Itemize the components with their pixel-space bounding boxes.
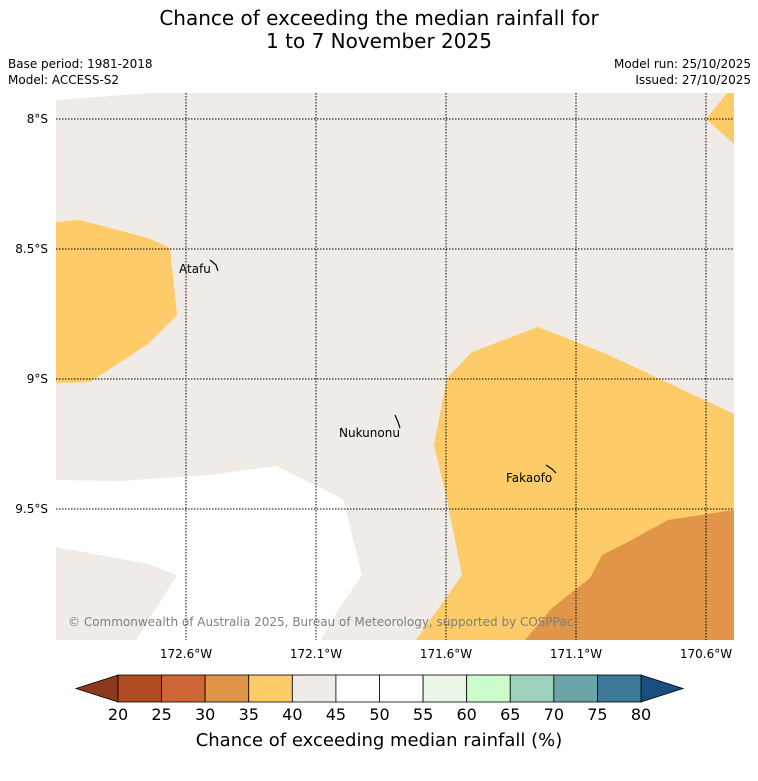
colorbar-segment	[553, 674, 598, 703]
colorbar-tick-label: 40	[282, 705, 303, 724]
band-45-55-region-top	[56, 93, 150, 100]
colorbar-under-arrow	[74, 674, 119, 703]
lon-tick-label: 170.6°W	[680, 647, 732, 661]
lon-tick-label: 172.1°W	[290, 647, 342, 661]
map-title-line2: 1 to 7 November 2025	[266, 29, 492, 53]
colorbar-segment	[117, 674, 162, 703]
lat-tick-label: 9°S	[27, 372, 48, 386]
map-panel	[56, 93, 734, 640]
colorbar-tick-label: 50	[369, 705, 390, 724]
atafu-atoll-shape	[209, 259, 219, 272]
copyright-notice: © Commonwealth of Australia 2025, Bureau…	[68, 615, 573, 629]
colorbar-tick-label: 45	[325, 705, 347, 724]
colorbar	[74, 674, 685, 703]
colorbar-segment	[509, 674, 555, 703]
lat-tick-label: 9.5°S	[15, 502, 48, 516]
colorbar-tick-label: 30	[194, 705, 216, 724]
colorbar-tick-label: 20	[107, 705, 129, 724]
model-run-text: Model run: 25/10/2025	[613, 57, 751, 71]
fakaofo-atoll-shape	[545, 464, 557, 474]
colorbar-segment	[466, 674, 511, 703]
lon-tick-label: 171.6°W	[420, 647, 472, 661]
colorbar-tick-label: 70	[543, 705, 564, 724]
colorbar-tick-label: 80	[630, 705, 652, 724]
colorbar-tick-label: 65	[500, 705, 521, 724]
colorbar-tick-label: 35	[238, 705, 259, 724]
model-text: Model: ACCESS-S2	[8, 73, 120, 87]
colorbar-tick-label: 55	[412, 705, 434, 724]
colorbar-segment	[335, 674, 380, 703]
colorbar-segment	[204, 674, 250, 703]
place-label-fakaofo: Fakaofo	[506, 471, 552, 485]
colorbar-segment	[422, 674, 468, 703]
colorbar-over-arrow	[640, 674, 685, 703]
colorbar-segment	[379, 674, 424, 703]
place-label-nukunonu: Nukunonu	[339, 426, 400, 440]
map-title-line1: Chance of exceeding the median rainfall …	[159, 6, 599, 30]
lon-tick-label: 172.6°W	[160, 647, 212, 661]
lat-tick-label: 8.5°S	[15, 242, 48, 256]
band-30-35-region	[525, 510, 734, 640]
colorbar-segment	[161, 674, 206, 703]
colorbar-tick-label: 25	[151, 705, 172, 724]
base-period-text: Base period: 1981-2018	[8, 57, 153, 71]
lat-tick-label: 8°S	[27, 112, 48, 126]
colorbar-segment	[597, 674, 642, 703]
colorbar-tick-label: 75	[587, 705, 608, 724]
graticule	[56, 93, 734, 640]
atolls	[209, 259, 557, 474]
colorbar-title: Chance of exceeding median rainfall (%)	[195, 730, 563, 751]
colorbar-segment	[291, 674, 337, 703]
colorbar-tick-label: 60	[456, 705, 477, 724]
nukunonu-atoll-shape	[394, 414, 401, 429]
band-35-40-region-west	[56, 220, 177, 383]
issued-text: Issued: 27/10/2025	[635, 73, 751, 87]
place-label-atafu: Atafu	[179, 262, 211, 276]
lon-tick-label: 171.1°W	[550, 647, 602, 661]
colorbar-segment	[248, 674, 293, 703]
